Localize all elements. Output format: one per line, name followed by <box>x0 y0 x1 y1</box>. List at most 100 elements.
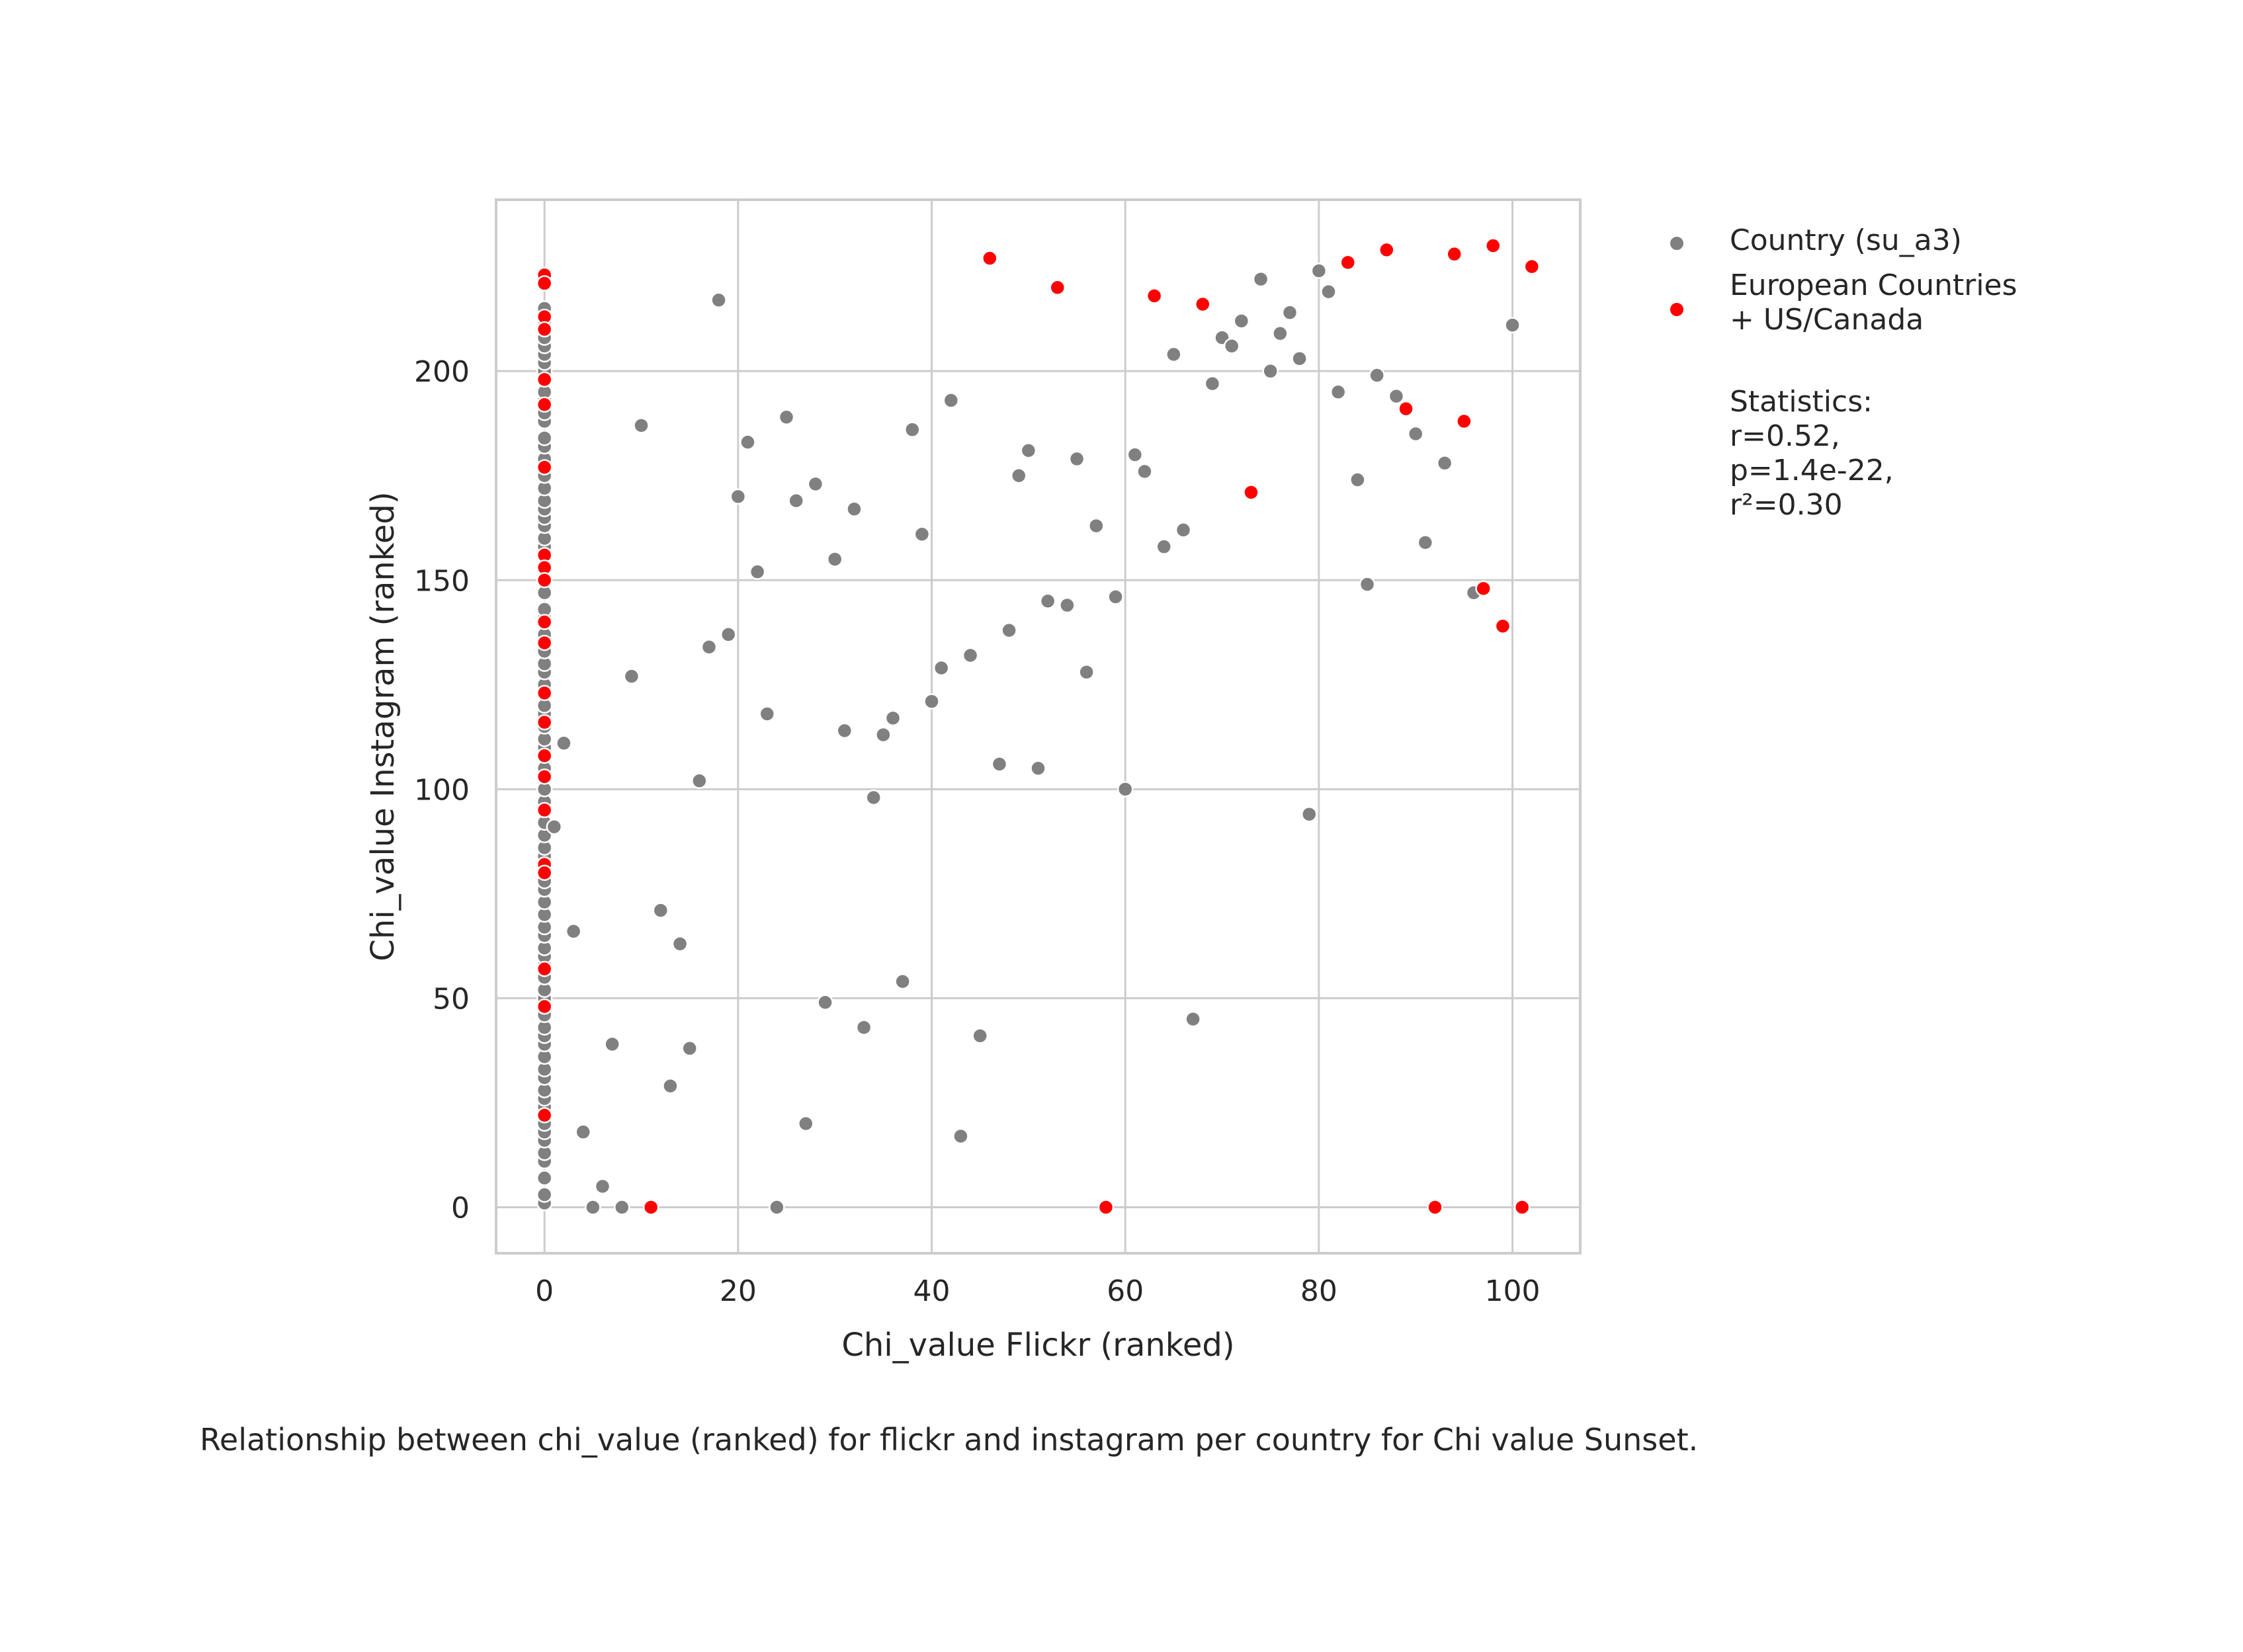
data-point-european <box>1523 258 1541 275</box>
data-point-country <box>1165 346 1182 363</box>
data-point-european <box>1494 618 1511 635</box>
data-point-country <box>671 935 689 952</box>
data-point-country <box>536 1186 553 1203</box>
figure-caption: Relationship between chi_value (ranked) … <box>200 1422 1698 1458</box>
data-point-country <box>1301 806 1318 823</box>
data-point-european <box>1195 296 1211 313</box>
data-point-country <box>730 488 747 505</box>
y-tick-label: 150 <box>414 564 470 598</box>
data-point-country <box>1136 463 1153 480</box>
data-point-country <box>778 409 795 425</box>
data-point-european <box>1513 1199 1531 1216</box>
x-tick-label: 100 <box>1485 1274 1541 1308</box>
plot-area-frame <box>495 198 1582 1255</box>
legend-marker-country <box>1669 235 1685 251</box>
data-point-european <box>536 396 553 413</box>
data-point-country <box>943 392 960 409</box>
data-point-european <box>536 802 553 819</box>
data-point-country <box>933 659 950 677</box>
data-point-european <box>1097 1199 1115 1216</box>
statistics-heading: Statistics: <box>1730 385 1873 419</box>
data-point-country <box>720 626 737 643</box>
x-tick-label: 0 <box>535 1274 554 1308</box>
data-point-country <box>807 475 824 493</box>
y-tick-label: 200 <box>414 355 470 389</box>
data-point-country <box>1078 664 1095 681</box>
data-point-country <box>769 1199 785 1216</box>
data-point-country <box>904 421 921 438</box>
data-point-country <box>575 1124 591 1140</box>
data-point-country <box>865 789 882 806</box>
data-point-country <box>1407 425 1424 442</box>
data-point-country <box>1349 472 1366 488</box>
data-points <box>536 237 1541 1216</box>
data-point-country <box>1417 534 1434 551</box>
x-axis-label: Chi_value Flickr (ranked) <box>841 1327 1234 1364</box>
data-point-european <box>536 275 553 292</box>
data-point-country <box>1059 597 1076 614</box>
data-point-country <box>1126 446 1144 463</box>
data-point-country <box>536 1169 553 1186</box>
data-point-country <box>1001 622 1017 639</box>
x-tick-label: 40 <box>913 1274 951 1308</box>
data-point-european <box>1339 254 1357 271</box>
data-point-country <box>710 292 727 308</box>
data-point-country <box>585 1199 601 1216</box>
data-point-country <box>1233 313 1250 329</box>
data-point-country <box>604 1036 620 1053</box>
data-point-country <box>1252 270 1269 288</box>
data-point-european <box>536 614 553 630</box>
data-point-country <box>972 1028 988 1044</box>
data-point-country <box>875 726 892 743</box>
data-point-country <box>913 526 931 542</box>
data-point-european <box>1446 245 1463 263</box>
legend: Country (su_a3) European Countries + US/C… <box>1669 224 2017 522</box>
tick-labels: 0 20 40 60 80 100 0 50 100 150 200 <box>414 355 1541 1308</box>
data-point-european <box>982 250 998 267</box>
statistics-r-squared: r²=0.30 <box>1730 488 1843 522</box>
data-point-european <box>536 1107 553 1124</box>
data-point-country <box>700 639 718 655</box>
data-point-country <box>1030 760 1046 776</box>
data-point-country <box>894 973 911 990</box>
y-axis-label: Chi_value Instagram (ranked) <box>364 491 402 961</box>
data-point-country <box>1010 467 1027 484</box>
data-point-country <box>1310 263 1328 279</box>
data-point-country <box>623 668 640 684</box>
data-point-country <box>952 1128 969 1145</box>
data-point-country <box>1330 384 1347 401</box>
data-point-country <box>1388 388 1405 405</box>
data-point-country <box>1156 538 1172 555</box>
x-tick-label: 80 <box>1300 1274 1337 1308</box>
data-point-country <box>826 551 843 567</box>
x-tick-label: 20 <box>720 1274 757 1308</box>
data-point-european <box>1427 1199 1443 1216</box>
data-point-european <box>536 371 553 388</box>
data-point-country <box>594 1178 611 1195</box>
data-point-european <box>1475 580 1492 597</box>
data-point-european <box>1485 237 1502 254</box>
data-point-country <box>749 563 766 580</box>
legend-label-country: Country (su_a3) <box>1730 224 1962 257</box>
data-point-country <box>836 722 853 739</box>
data-point-european <box>1049 279 1066 296</box>
data-point-european <box>536 459 553 475</box>
gridlines <box>496 200 1580 1253</box>
data-point-country <box>546 818 563 835</box>
data-point-european <box>1243 484 1259 501</box>
data-point-country <box>662 1077 679 1094</box>
data-point-country <box>1068 450 1085 468</box>
data-point-european <box>1398 400 1414 417</box>
data-point-country <box>1185 1011 1201 1028</box>
data-point-european <box>536 572 553 589</box>
data-point-country <box>1320 283 1337 300</box>
data-point-country <box>652 902 669 919</box>
data-point-country <box>846 501 863 518</box>
y-tick-label: 50 <box>433 982 470 1016</box>
data-point-country <box>923 693 940 710</box>
data-point-country <box>1291 350 1308 367</box>
data-point-country <box>1020 442 1037 459</box>
data-point-country <box>1369 367 1385 384</box>
